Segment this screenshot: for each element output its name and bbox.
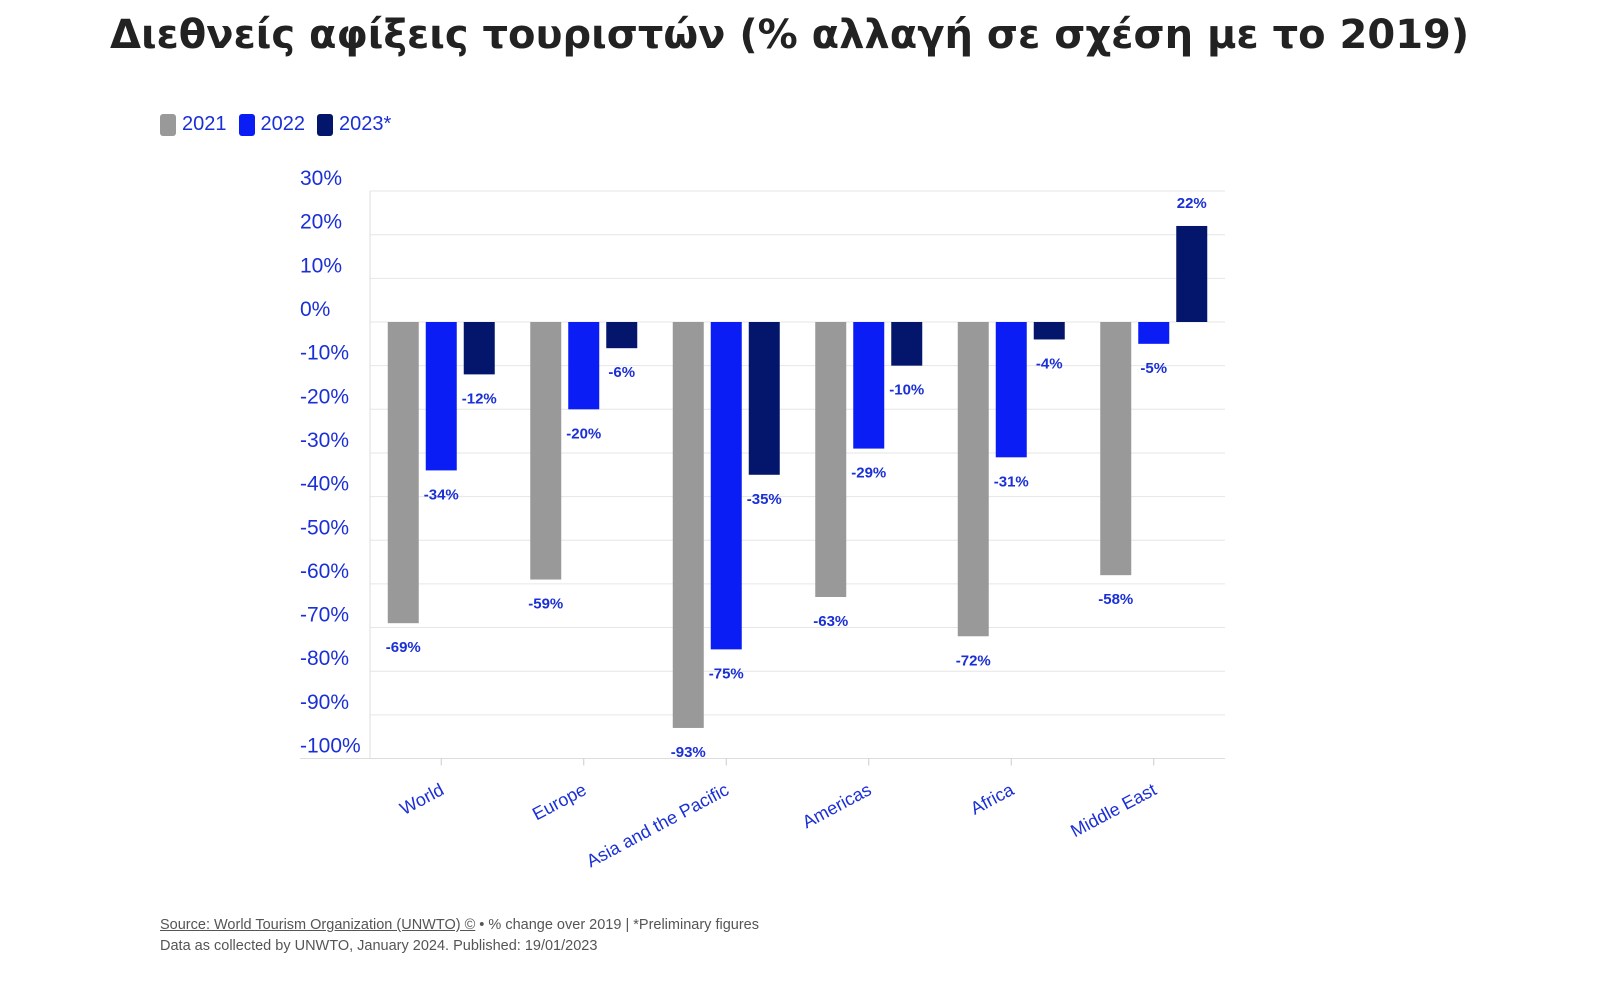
- legend-label-2023: 2023*: [339, 113, 392, 135]
- bar: [672, 322, 704, 728]
- bar: [748, 322, 780, 475]
- data-label: -29%: [851, 465, 886, 482]
- data-label: -72%: [956, 652, 991, 669]
- y-tick-label: -10%: [300, 342, 349, 365]
- legend-swatch-2023: [317, 113, 333, 136]
- footer-note: • % change over 2019 | *Preliminary figu…: [475, 917, 759, 933]
- data-label: -5%: [1140, 360, 1167, 377]
- data-label: -20%: [566, 425, 601, 442]
- y-tick-label: 0%: [300, 298, 330, 321]
- bar: [425, 322, 457, 471]
- y-tick-label: -80%: [300, 647, 349, 670]
- y-tick-label: -40%: [300, 473, 349, 496]
- y-tick-label: -60%: [300, 560, 349, 583]
- footer-line-1: Source: World Tourism Organization (UNWT…: [160, 915, 759, 936]
- y-tick-label: -70%: [300, 604, 349, 627]
- bar: [1033, 322, 1065, 340]
- chart-title: Διεθνείς αφίξεις τουριστών (% αλλαγή σε …: [110, 12, 1470, 58]
- x-category-label: Middle East: [1067, 779, 1159, 841]
- bar: [387, 322, 419, 624]
- data-label: -12%: [462, 390, 497, 407]
- y-tick-label: 30%: [300, 167, 342, 190]
- y-tick-label: 20%: [300, 211, 342, 234]
- y-tick-label: 10%: [300, 254, 342, 277]
- bar: [995, 322, 1027, 458]
- bar: [853, 322, 885, 449]
- bar: [568, 322, 600, 410]
- data-label: -4%: [1036, 355, 1063, 372]
- data-label: -69%: [386, 639, 421, 656]
- bar: [815, 322, 847, 597]
- data-label: -6%: [608, 364, 635, 381]
- y-tick-label: -90%: [300, 691, 349, 714]
- x-category-label: World: [397, 779, 448, 819]
- bar: [463, 322, 495, 375]
- source-link[interactable]: Source: World Tourism Organization (UNWT…: [160, 917, 476, 933]
- bar-chart: 30% 20% 10% 0% -10% -20% -30% -40% -50% -60% -70% -…: [300, 167, 1225, 871]
- data-label: -31%: [994, 473, 1029, 490]
- grid-lines: [370, 190, 1225, 759]
- data-label: -35%: [747, 491, 782, 508]
- data-labels: -69% -34% -12% -59% -20% -6% -93% -75% -35% -63% -…: [386, 195, 1207, 761]
- data-label: -93%: [671, 744, 706, 761]
- bar: [957, 322, 989, 637]
- chart-legend: 2021 2022 2023*: [160, 113, 403, 136]
- x-category-label: Africa: [967, 779, 1018, 819]
- bar: [606, 322, 638, 349]
- data-label: -10%: [889, 382, 924, 399]
- data-label: -58%: [1098, 591, 1133, 608]
- y-tick-label: -100%: [300, 735, 361, 758]
- legend-item-2022[interactable]: 2022: [238, 113, 306, 136]
- y-tick-label: -20%: [300, 385, 349, 408]
- axes: 30% 20% 10% 0% -10% -20% -30% -40% -50% -60% -70% -…: [300, 167, 1225, 871]
- legend-swatch-2021: [160, 113, 176, 136]
- bar: [530, 322, 562, 580]
- x-category-label: Europe: [529, 779, 590, 824]
- x-category-label: Americas: [799, 779, 875, 832]
- legend-swatch-2022: [238, 113, 255, 136]
- data-label: -63%: [813, 613, 848, 630]
- data-label: 22%: [1177, 195, 1207, 212]
- x-category-label: Asia and the Pacific: [583, 779, 732, 871]
- y-tick-label: -30%: [300, 429, 349, 452]
- bar: [1138, 322, 1170, 344]
- bar: [891, 322, 923, 366]
- data-label: -59%: [528, 596, 563, 613]
- legend-label-2022: 2022: [260, 113, 306, 135]
- chart-footer: Source: World Tourism Organization (UNWT…: [160, 915, 759, 957]
- bars: [387, 225, 1208, 728]
- bar: [1176, 225, 1208, 322]
- legend-item-2023[interactable]: 2023*: [317, 113, 391, 136]
- legend-item-2021[interactable]: 2021: [160, 113, 227, 136]
- y-tick-label: -50%: [300, 516, 349, 539]
- legend-label-2021: 2021: [182, 113, 227, 135]
- bar: [710, 322, 742, 650]
- bar: [1100, 322, 1132, 576]
- data-label: -75%: [709, 665, 744, 682]
- data-label: -34%: [424, 486, 459, 503]
- footer-line-2: Data as collected by UNWTO, January 2024…: [160, 938, 598, 954]
